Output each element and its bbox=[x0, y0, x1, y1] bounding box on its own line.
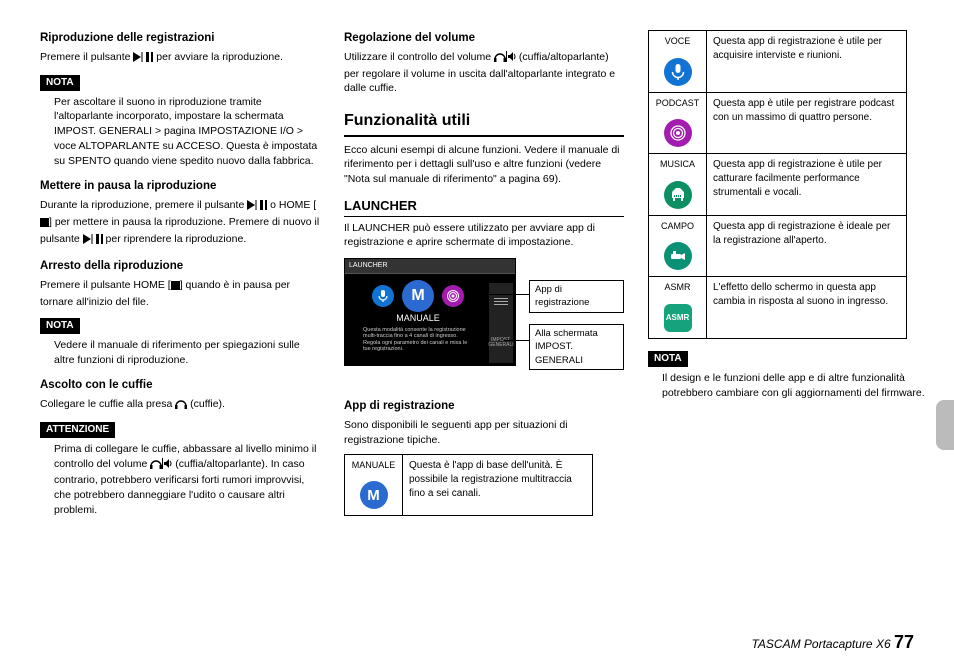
product-name: TASCAM Portacapture X6 bbox=[751, 637, 890, 651]
app-icon bbox=[664, 119, 692, 147]
page-number: 77 bbox=[894, 632, 914, 652]
launcher-screenshot: LAUNCHER M MANUALE Questa modalità conse… bbox=[344, 258, 624, 388]
play-pause-icon bbox=[247, 200, 267, 215]
note-badge: NOTA bbox=[648, 351, 688, 367]
app-table: VOCEQuesta app di registrazione è utile … bbox=[648, 30, 907, 339]
app-icon-cell bbox=[649, 52, 707, 93]
sub-launcher: LAUNCHER bbox=[344, 197, 624, 217]
section-funzionalita: Funzionalità utili bbox=[344, 110, 624, 136]
text-arresto: Premere il pulsante HOME [] quando è in … bbox=[40, 278, 320, 309]
app-icon bbox=[664, 58, 692, 86]
asmr-icon: ASMR bbox=[664, 304, 692, 332]
app-label: MUSICA bbox=[649, 154, 707, 175]
callout-impost: Alla schermata IMPOST. GENERALI bbox=[529, 324, 624, 370]
menu-icon bbox=[494, 298, 508, 308]
text-riproduzione: Premere il pulsante per avviare la ripro… bbox=[40, 50, 320, 67]
heading-arresto: Arresto della riproduzione bbox=[40, 258, 320, 274]
column-3: VOCEQuesta app di registrazione è utile … bbox=[648, 30, 928, 610]
manuale-icon: M bbox=[360, 481, 388, 509]
text-pausa: Durante la riproduzione, premere il puls… bbox=[40, 198, 320, 248]
app-label: VOCE bbox=[649, 31, 707, 52]
manuale-icon: M bbox=[402, 280, 434, 312]
launcher-desc: Questa modalità consente la registrazion… bbox=[345, 325, 491, 355]
launcher-settings-panel: IMPOST. GENERALI bbox=[489, 283, 513, 363]
app-icon-cell bbox=[649, 236, 707, 277]
heading-app: App di registrazione bbox=[344, 398, 624, 414]
column-2: Regolazione del volume Utilizzare il con… bbox=[344, 30, 624, 610]
manuale-desc: Questa è l'app di base dell'unità. È pos… bbox=[403, 454, 593, 516]
headphone-speaker-icon bbox=[150, 458, 172, 474]
app-label: ASMR bbox=[649, 277, 707, 298]
text-volume: Utilizzare il controllo del volume (cuff… bbox=[344, 50, 624, 96]
stop-icon bbox=[40, 217, 49, 232]
app-label: CAMPO bbox=[649, 215, 707, 236]
app-icon bbox=[664, 181, 692, 209]
app-label: PODCAST bbox=[649, 92, 707, 113]
headphone-icon bbox=[175, 398, 187, 414]
sub-intro: Il LAUNCHER può essere utilizzato per av… bbox=[344, 221, 624, 250]
app-icon-cell: ASMR bbox=[649, 298, 707, 339]
manuale-label: MANUALE bbox=[345, 454, 403, 475]
app-desc: Questa app di registrazione è utile per … bbox=[707, 154, 907, 216]
callout-app: App di registrazione bbox=[529, 280, 624, 313]
heading-pausa: Mettere in pausa la riproduzione bbox=[40, 178, 320, 194]
note-body: Per ascoltare il suono in riproduzione t… bbox=[54, 95, 320, 168]
app-icon-cell bbox=[649, 175, 707, 216]
app-desc: Questa app di registrazione è ideale per… bbox=[707, 215, 907, 277]
podcast-icon bbox=[442, 285, 464, 307]
note-body: Vedere il manuale di riferimento per spi… bbox=[54, 338, 320, 367]
app-desc: Questa app è utile per registrare podcas… bbox=[707, 92, 907, 154]
section-intro: Ecco alcuni esempi di alcune funzioni. V… bbox=[344, 143, 624, 187]
attention-body: Prima di collegare le cuffie, abbassare … bbox=[54, 442, 320, 517]
heading-riproduzione: Riproduzione delle registrazioni bbox=[40, 30, 320, 46]
note-badge: NOTA bbox=[40, 75, 80, 91]
app-icon-cell bbox=[649, 113, 707, 154]
heading-cuffie: Ascolto con le cuffie bbox=[40, 377, 320, 393]
text-cuffie: Collegare le cuffie alla presa (cuffie). bbox=[40, 397, 320, 414]
stop-icon bbox=[171, 280, 180, 295]
app-desc: Questa app di registrazione è utile per … bbox=[707, 31, 907, 93]
column-1: Riproduzione delle registrazioni Premere… bbox=[40, 30, 320, 610]
app-desc: L'effetto dello schermo in questa app ca… bbox=[707, 277, 907, 339]
mic-icon bbox=[372, 285, 394, 307]
manuale-icon-cell: M bbox=[345, 475, 403, 516]
heading-volume: Regolazione del volume bbox=[344, 30, 624, 46]
app-table-manuale: MANUALE Questa è l'app di base dell'unit… bbox=[344, 454, 593, 517]
app-icon bbox=[664, 242, 692, 270]
play-pause-icon bbox=[133, 52, 153, 67]
footer: TASCAM Portacapture X6 77 bbox=[751, 630, 914, 655]
headphone-speaker-icon bbox=[494, 51, 516, 67]
note-body: Il design e le funzioni delle app e di a… bbox=[662, 371, 928, 400]
launcher-header: LAUNCHER bbox=[345, 259, 515, 274]
side-tab bbox=[936, 400, 954, 450]
note-badge: NOTA bbox=[40, 318, 80, 334]
attention-badge: ATTENZIONE bbox=[40, 422, 115, 438]
text-app: Sono disponibili le seguenti app per sit… bbox=[344, 418, 624, 447]
play-pause-icon bbox=[83, 234, 103, 249]
